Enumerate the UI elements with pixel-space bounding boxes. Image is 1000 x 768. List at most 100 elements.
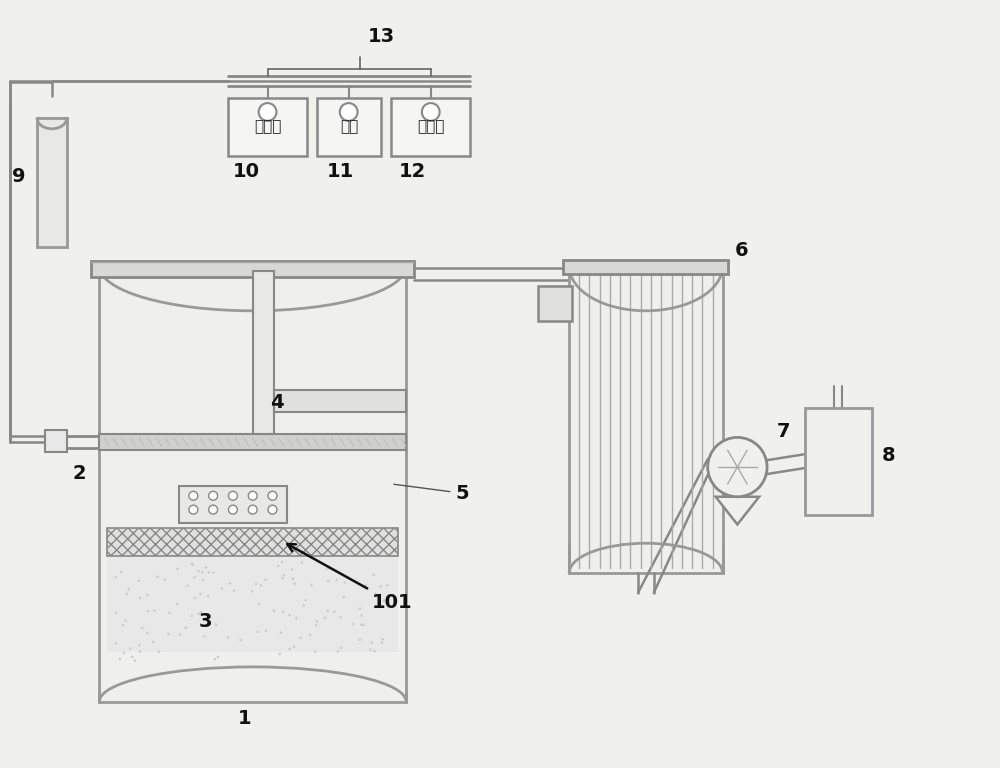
Circle shape [168, 611, 171, 614]
Circle shape [138, 644, 141, 647]
Circle shape [310, 584, 313, 586]
Bar [317, 98, 381, 155]
Bar [805, 408, 872, 515]
Circle shape [189, 492, 198, 500]
Circle shape [228, 492, 237, 500]
Circle shape [200, 611, 203, 614]
Text: 13: 13 [367, 27, 395, 46]
Text: 载气: 载气 [340, 119, 358, 134]
Circle shape [134, 660, 136, 662]
Text: 2: 2 [73, 464, 86, 483]
Circle shape [294, 582, 296, 585]
Circle shape [281, 577, 284, 580]
Circle shape [179, 634, 181, 636]
Circle shape [282, 574, 285, 577]
Bar [99, 435, 406, 450]
Circle shape [359, 638, 361, 641]
Text: 10: 10 [233, 162, 260, 181]
Bar [45, 431, 67, 452]
Circle shape [326, 610, 329, 612]
Circle shape [167, 633, 170, 635]
Circle shape [372, 574, 375, 576]
Bar [274, 390, 406, 412]
Text: 碳源气: 碳源气 [254, 119, 281, 134]
Circle shape [339, 616, 342, 618]
Circle shape [115, 611, 117, 614]
Circle shape [147, 610, 149, 612]
Circle shape [268, 505, 277, 514]
Circle shape [158, 650, 160, 653]
Circle shape [382, 600, 385, 602]
Circle shape [374, 592, 377, 595]
Circle shape [279, 653, 281, 655]
Bar [99, 266, 406, 701]
Circle shape [708, 438, 767, 497]
Bar [107, 528, 398, 556]
Circle shape [214, 658, 216, 660]
Circle shape [292, 578, 294, 580]
Circle shape [360, 624, 363, 626]
Text: 4: 4 [271, 392, 284, 412]
Circle shape [212, 571, 215, 574]
Circle shape [199, 612, 202, 615]
Circle shape [362, 624, 365, 626]
Circle shape [333, 611, 336, 613]
Bar [253, 271, 274, 435]
Circle shape [153, 609, 156, 612]
Circle shape [327, 580, 329, 582]
Circle shape [193, 576, 196, 578]
Circle shape [156, 575, 159, 578]
Circle shape [119, 657, 121, 660]
Polygon shape [716, 497, 759, 525]
Bar [91, 261, 414, 277]
Circle shape [259, 103, 276, 121]
Circle shape [120, 571, 123, 573]
Circle shape [288, 614, 291, 617]
Circle shape [422, 103, 440, 121]
Circle shape [364, 585, 367, 588]
Circle shape [337, 650, 339, 653]
Circle shape [386, 584, 389, 587]
Bar [179, 486, 287, 524]
Circle shape [316, 621, 318, 623]
Circle shape [309, 634, 311, 636]
Circle shape [197, 613, 200, 615]
Circle shape [248, 505, 257, 514]
Circle shape [340, 103, 358, 121]
Circle shape [327, 568, 329, 570]
Circle shape [359, 607, 361, 610]
Text: 还原气: 还原气 [417, 119, 444, 134]
Circle shape [114, 576, 117, 578]
Circle shape [139, 650, 141, 653]
Circle shape [221, 588, 223, 590]
Circle shape [228, 505, 237, 514]
Circle shape [197, 570, 200, 572]
Circle shape [352, 623, 355, 625]
Circle shape [229, 582, 231, 584]
Text: 7: 7 [777, 422, 790, 442]
Circle shape [227, 636, 229, 638]
Bar [391, 98, 470, 155]
Text: 9: 9 [12, 167, 26, 186]
Bar [563, 260, 728, 274]
Text: 3: 3 [198, 612, 212, 631]
Text: 11: 11 [327, 162, 354, 181]
Circle shape [258, 603, 260, 605]
Circle shape [176, 568, 179, 570]
Bar [228, 98, 307, 155]
Circle shape [137, 580, 140, 582]
Circle shape [277, 564, 280, 567]
Circle shape [373, 650, 376, 653]
Circle shape [203, 635, 206, 637]
Circle shape [209, 505, 218, 514]
Text: 6: 6 [734, 241, 748, 260]
Circle shape [370, 641, 373, 644]
Circle shape [163, 578, 166, 581]
Circle shape [315, 624, 318, 627]
Bar [569, 266, 723, 573]
Circle shape [369, 648, 372, 650]
Circle shape [302, 604, 305, 607]
Circle shape [207, 595, 209, 598]
Circle shape [295, 617, 298, 620]
Circle shape [124, 619, 127, 622]
